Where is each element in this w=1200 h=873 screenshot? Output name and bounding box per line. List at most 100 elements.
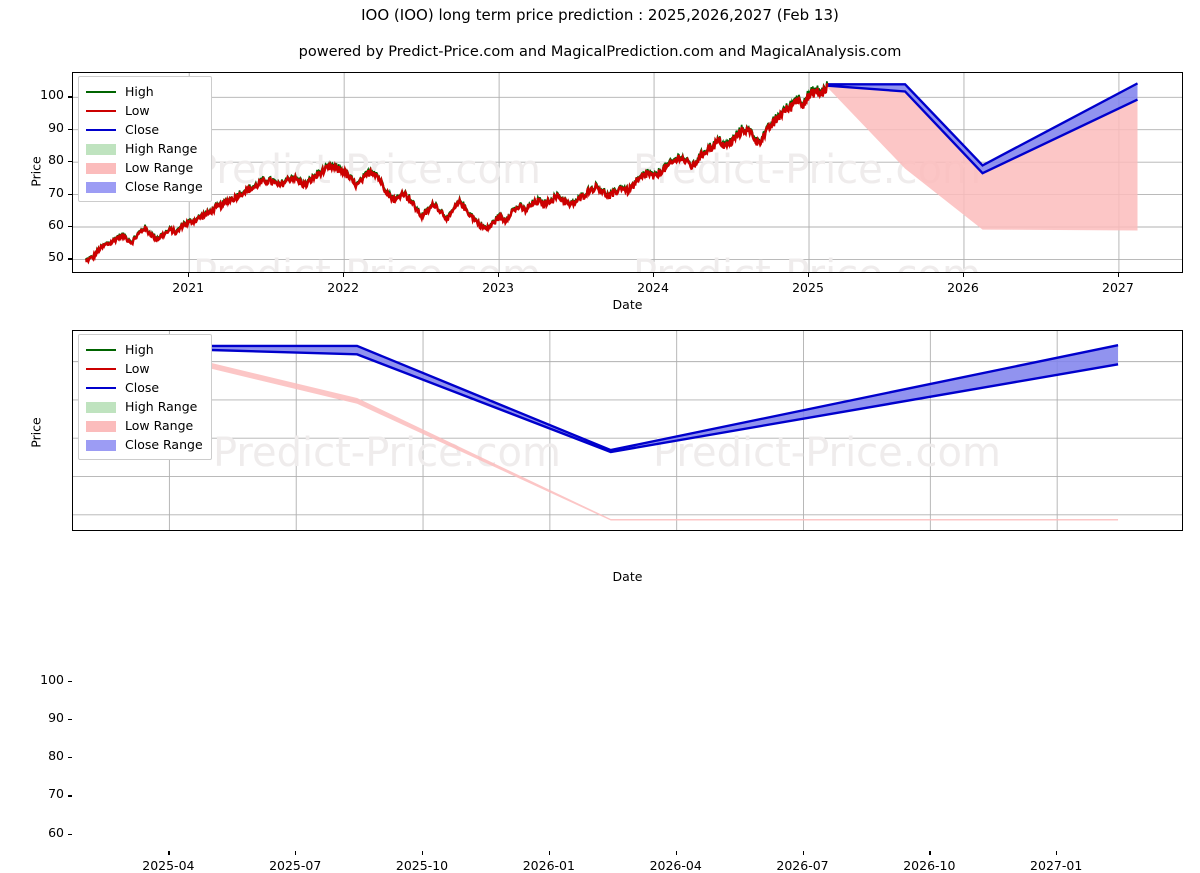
legend-swatch <box>86 386 116 389</box>
legend-swatch <box>86 128 116 131</box>
x-tick-mark <box>422 851 424 855</box>
x-tick-label: 2025-10 <box>395 858 449 873</box>
legend-label: Low Range <box>125 160 194 175</box>
bottom-chart-y-axis-label: Price <box>28 417 44 448</box>
legend-swatch <box>86 90 116 93</box>
bottom-chart-canvas: Predict-Price.com Predict-Price.com <box>73 331 1182 530</box>
page-title: IOO (IOO) long term price prediction : 2… <box>361 6 839 24</box>
svg-text:Predict-Price.com: Predict-Price.com <box>633 252 981 273</box>
legend-swatch <box>86 143 116 155</box>
legend-item-low-range: Low Range <box>86 158 203 177</box>
y-tick-mark <box>68 258 72 260</box>
legend-line-icon <box>86 123 116 137</box>
legend-line-icon <box>86 381 116 395</box>
close-lower-line <box>827 84 1139 175</box>
x-tick-mark <box>548 851 551 855</box>
x-tick-mark <box>962 273 965 277</box>
legend-item-high: High <box>86 340 203 359</box>
legend-item-high-range: High Range <box>86 397 203 416</box>
top-chart-canvas: Predict-Price.comPredict-Price.comPredic… <box>73 73 1182 273</box>
close-upper-line <box>827 82 1139 167</box>
legend-label: Low <box>125 361 150 376</box>
x-tick-mark <box>188 273 190 277</box>
y-tick-mark <box>68 225 72 228</box>
top-chart-plot-area: Predict-Price.comPredict-Price.comPredic… <box>72 72 1183 273</box>
legend-label: Close Range <box>125 179 203 194</box>
legend-label: High <box>125 342 154 357</box>
x-tick-label: 2027 <box>1102 280 1134 295</box>
bottom-chart-panel: Price Predict-Price.com Predict-Price.com… <box>0 320 1200 873</box>
bottom-chart-plot-area: Predict-Price.com Predict-Price.com <box>72 330 1183 531</box>
legend-swatch <box>86 420 116 432</box>
page-subtitle: powered by Predict-Price.com and Magical… <box>298 44 902 60</box>
legend-label: Close <box>125 380 160 395</box>
legend-patch-icon <box>86 438 116 452</box>
x-tick-label: 2023 <box>482 280 515 295</box>
legend-label: High <box>125 84 154 99</box>
x-tick-label: 2022 <box>327 280 360 295</box>
legend-item-close: Close <box>86 378 203 397</box>
y-tick-mark <box>68 795 72 797</box>
legend-swatch <box>86 439 116 451</box>
x-tick-label: 2025-07 <box>269 858 322 873</box>
svg-text:Predict-Price.com: Predict-Price.com <box>653 430 1001 476</box>
legend-label: Low <box>125 103 150 118</box>
legend-patch-icon <box>86 400 116 414</box>
y-tick-mark <box>68 128 72 130</box>
y-tick-mark <box>68 718 72 721</box>
y-tick-label: 70 <box>48 786 64 802</box>
x-tick-mark <box>653 273 655 277</box>
legend-swatch <box>86 367 116 370</box>
top-chart-panel: Price Predict-Price.com Predict-Price.com… <box>0 0 1200 320</box>
legend-swatch <box>86 109 116 112</box>
legend-label: High Range <box>125 141 198 156</box>
y-tick-mark <box>68 680 72 682</box>
y-tick-label: 60 <box>48 824 64 840</box>
svg-text:Predict-Price.com: Predict-Price.com <box>193 252 541 273</box>
legend-label: Low Range <box>125 418 194 433</box>
x-tick-mark <box>498 273 500 277</box>
y-tick-label: 100 <box>40 87 64 103</box>
y-tick-mark <box>68 757 72 759</box>
y-tick-label: 100 <box>40 671 64 687</box>
x-tick-label: 2025 <box>792 280 824 295</box>
low-range-band <box>827 85 1138 231</box>
y-tick-label: 80 <box>48 748 64 764</box>
y-tick-label: 70 <box>48 184 64 200</box>
x-tick-mark <box>929 851 931 855</box>
legend-label: Close <box>125 122 160 137</box>
x-tick-label: 2026 <box>947 280 979 295</box>
x-tick-label: 2026-07 <box>776 858 829 873</box>
legend-swatch <box>86 401 116 413</box>
x-tick-label: 2026-01 <box>522 858 575 873</box>
x-tick-label: 2026-04 <box>649 858 702 873</box>
legend-patch-icon <box>86 161 116 175</box>
bottom-chart-x-axis-label: Date <box>612 569 643 584</box>
legend-item-high-range: High Range <box>86 139 203 158</box>
x-tick-mark <box>808 273 810 277</box>
y-tick-mark <box>68 96 72 98</box>
legend-item-low: Low <box>86 359 203 378</box>
top-chart-x-axis-label: Date <box>612 297 643 312</box>
y-tick-label: 60 <box>48 216 64 232</box>
y-tick-mark <box>68 833 72 835</box>
x-tick-label: 2025-04 <box>142 858 195 873</box>
x-tick-mark <box>295 851 297 855</box>
x-tick-mark <box>1117 273 1120 277</box>
y-tick-mark <box>68 161 72 163</box>
legend-line-icon <box>86 104 116 118</box>
x-tick-mark <box>1056 851 1058 855</box>
x-tick-mark <box>675 851 677 855</box>
legend-swatch <box>86 181 116 193</box>
legend-patch-icon <box>86 180 116 194</box>
legend-swatch <box>86 348 116 351</box>
y-tick-label: 90 <box>48 709 64 725</box>
legend-swatch <box>86 162 116 174</box>
x-tick-label: 2027-01 <box>1030 858 1083 873</box>
y-tick-label: 80 <box>48 152 64 168</box>
y-tick-label: 50 <box>48 249 64 265</box>
legend-line-icon <box>86 362 116 376</box>
legend-line-icon <box>86 343 116 357</box>
x-tick-mark <box>343 273 345 277</box>
